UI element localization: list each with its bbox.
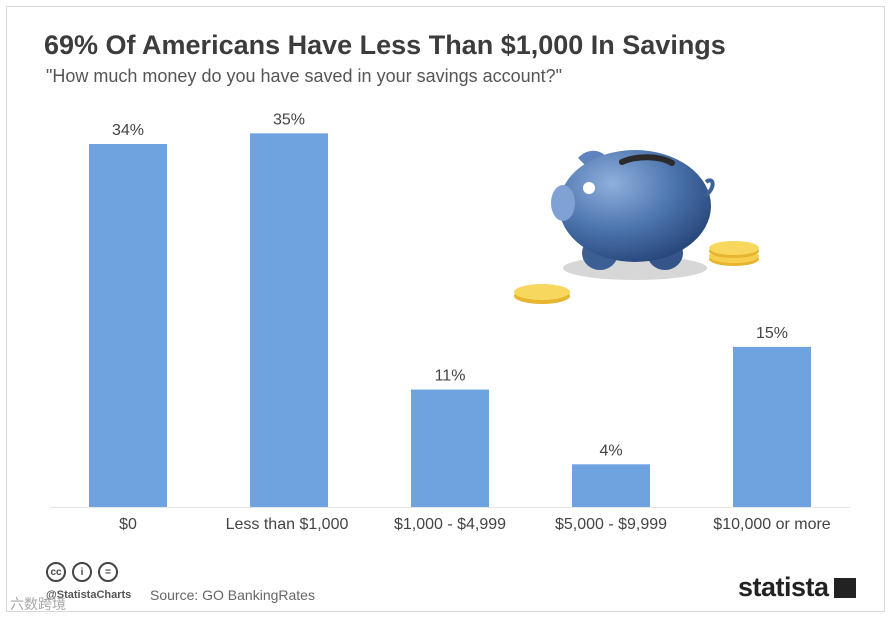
category-label: Less than $1,000 [226, 516, 349, 533]
coin-stack-icon [709, 241, 759, 266]
category-label: $1,000 - $4,999 [394, 516, 506, 533]
statista-logo-mark [834, 578, 856, 598]
piggy-bank-illustration [551, 150, 715, 280]
statista-logo: statista [738, 572, 829, 602]
data-label: 15% [756, 325, 788, 342]
bar [89, 144, 167, 507]
chart-subtitle: "How much money do you have saved in you… [46, 66, 563, 86]
cc-icon: cc [46, 562, 66, 582]
bar [733, 346, 811, 507]
category-label: $10,000 or more [713, 516, 831, 533]
data-label: 11% [435, 368, 466, 385]
by-icon: i [72, 562, 92, 582]
category-label: $5,000 - $9,999 [555, 516, 667, 533]
piggy-eye [583, 182, 595, 194]
data-label: 4% [599, 442, 622, 459]
bar [250, 133, 328, 507]
data-label: 35% [273, 111, 305, 128]
source-note: Source: GO BankingRates [150, 587, 315, 603]
category-label: $0 [119, 516, 137, 533]
chart-frame [6, 6, 885, 612]
coin-icon [514, 284, 570, 304]
data-label: 34% [112, 122, 144, 139]
piggy-snout [551, 185, 575, 221]
piggy-tail [703, 178, 715, 198]
watermark: 六数跨境 [10, 596, 66, 612]
nd-icon: = [98, 562, 118, 582]
bar [411, 389, 489, 507]
piggy-coin-slot [619, 154, 675, 166]
chart-title: 69% Of Americans Have Less Than $1,000 I… [44, 30, 726, 60]
bar [572, 464, 650, 507]
social-handle: @StatistaCharts [46, 589, 132, 601]
piggy-body [559, 150, 711, 262]
license-icons: cc i = [46, 562, 118, 582]
